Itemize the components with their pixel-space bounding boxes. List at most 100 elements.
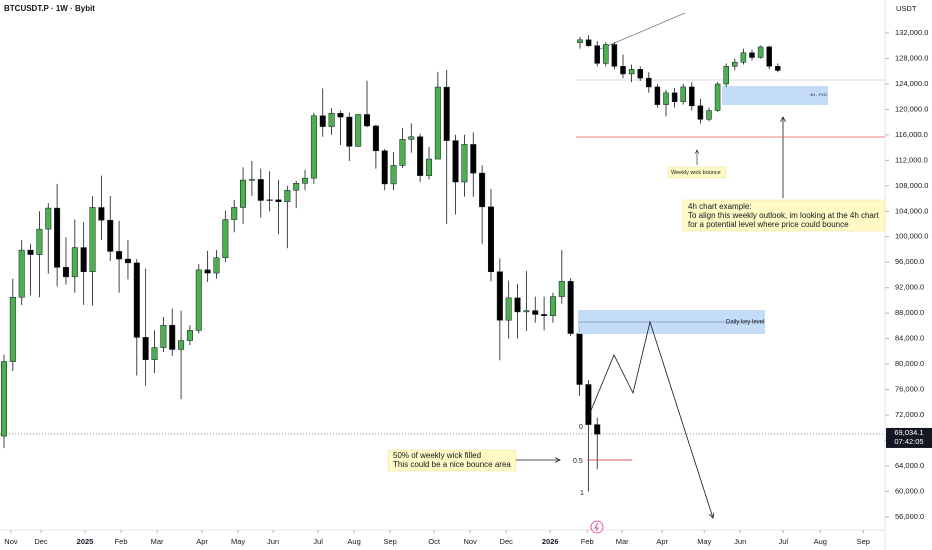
candle-body xyxy=(479,172,486,208)
candle-body xyxy=(680,86,686,102)
candle-body xyxy=(714,83,721,111)
candle-body xyxy=(594,45,600,64)
candle-body xyxy=(9,297,16,362)
candle-body xyxy=(98,207,105,221)
fib-label: 0.5 xyxy=(573,458,583,465)
x-tick-label: May xyxy=(231,537,245,546)
candle-body xyxy=(231,207,238,220)
candle-body xyxy=(757,46,764,58)
candle-body xyxy=(169,325,176,350)
candle-body xyxy=(549,296,556,316)
candle-body xyxy=(567,281,574,334)
candle-body xyxy=(248,179,255,181)
candle-body xyxy=(723,66,729,85)
candle-body xyxy=(142,337,149,360)
y-tick-label: 112,000.0 xyxy=(895,155,928,164)
candle-body xyxy=(372,125,379,152)
countdown-label: 07:42:05 xyxy=(894,437,923,446)
candle-body xyxy=(364,114,371,127)
x-tick-label: Mar xyxy=(151,537,164,546)
y-tick-label: 56,000.0 xyxy=(895,512,924,521)
y-tick-label: 104,000.0 xyxy=(895,206,928,215)
trend-line xyxy=(597,12,686,51)
candle-body xyxy=(54,207,61,268)
candle-body xyxy=(319,115,326,127)
candle-body xyxy=(637,69,643,79)
y-tick-label: 88,000.0 xyxy=(895,308,924,317)
candle-body xyxy=(133,262,140,338)
fvg-label: 4H - FVG xyxy=(810,92,827,97)
candle-body xyxy=(408,136,415,140)
x-tick-label: Nov xyxy=(4,537,18,546)
y-tick-label: 76,000.0 xyxy=(895,385,924,394)
candle-body xyxy=(654,86,661,105)
key-level-label: Daily key level xyxy=(726,320,764,326)
x-tick-label: 2026 xyxy=(542,537,559,546)
note-text: To align this weekly outlook, im looking… xyxy=(688,211,880,220)
x-tick-label: Aug xyxy=(347,537,360,546)
candle-body xyxy=(160,325,167,348)
x-tick-label: Apr xyxy=(656,537,668,546)
y-tick-label: 80,000.0 xyxy=(895,359,924,368)
candle-body xyxy=(151,347,158,360)
candle-body xyxy=(663,92,669,105)
event-icon-bolt xyxy=(594,522,599,532)
fib-label: 1 xyxy=(580,490,584,497)
candle-body xyxy=(346,116,353,147)
note-text: for a potential level where price could … xyxy=(688,220,849,229)
fvg-zone xyxy=(722,86,828,105)
candle-body xyxy=(775,66,781,71)
y-tick-label: 128,000.0 xyxy=(895,53,928,62)
candle-body xyxy=(434,86,441,160)
candle-body xyxy=(178,340,185,350)
y-tick-label: 64,000.0 xyxy=(895,461,924,470)
fib-label: 0 xyxy=(579,424,583,431)
last-price-box xyxy=(886,427,932,448)
candle-body xyxy=(452,140,459,183)
candle-body xyxy=(426,158,432,176)
note-text: This could be a nice bounce area xyxy=(393,460,511,469)
y-tick-label: 100,000.0 xyxy=(895,232,928,241)
candle-body xyxy=(417,136,424,176)
candle-body xyxy=(505,297,512,321)
candle-body xyxy=(381,150,388,185)
price-axis-label: USDT xyxy=(896,4,917,13)
candle-body xyxy=(697,105,704,120)
y-tick-label: 120,000.0 xyxy=(895,104,928,113)
candle-body xyxy=(470,144,477,174)
candle-body xyxy=(27,249,34,255)
candle-body xyxy=(222,219,229,259)
chart-title: BTCUSDT.P · 1W · Bybit xyxy=(4,4,95,13)
event-icon[interactable] xyxy=(590,520,604,534)
y-tick-label: 72,000.0 xyxy=(895,410,924,419)
last-price-label: 69,034.1 xyxy=(894,428,923,437)
candle-body xyxy=(310,115,317,179)
candle-body xyxy=(124,258,131,264)
x-tick-label: May xyxy=(697,537,711,546)
candle-body xyxy=(766,46,772,67)
candle-body xyxy=(0,361,7,437)
x-tick-label: Sep xyxy=(857,537,870,546)
candle-body xyxy=(671,92,678,102)
x-tick-label: Jun xyxy=(734,537,746,546)
x-tick-label: Jul xyxy=(778,537,788,546)
x-tick-label: Dec xyxy=(34,537,48,546)
candle-body xyxy=(532,310,539,315)
y-tick-label: 84,000.0 xyxy=(895,334,924,343)
candle-body xyxy=(257,179,264,201)
note-box xyxy=(682,199,886,232)
candle-body xyxy=(558,281,565,297)
candle-body xyxy=(204,269,211,274)
candle-body xyxy=(620,66,626,75)
note-text: 50% of weekly wick filled xyxy=(393,451,481,460)
candle-body xyxy=(195,269,202,331)
candle-body xyxy=(293,183,300,191)
y-tick-label: 124,000.0 xyxy=(895,79,928,88)
projection-path xyxy=(586,320,713,518)
y-tick-label: 96,000.0 xyxy=(895,257,924,266)
candle-body xyxy=(443,86,450,141)
x-tick-label: Oct xyxy=(428,537,441,546)
x-tick-label: Jul xyxy=(313,537,323,546)
x-tick-label: Nov xyxy=(463,537,477,546)
x-tick-label: 2025 xyxy=(77,537,94,546)
